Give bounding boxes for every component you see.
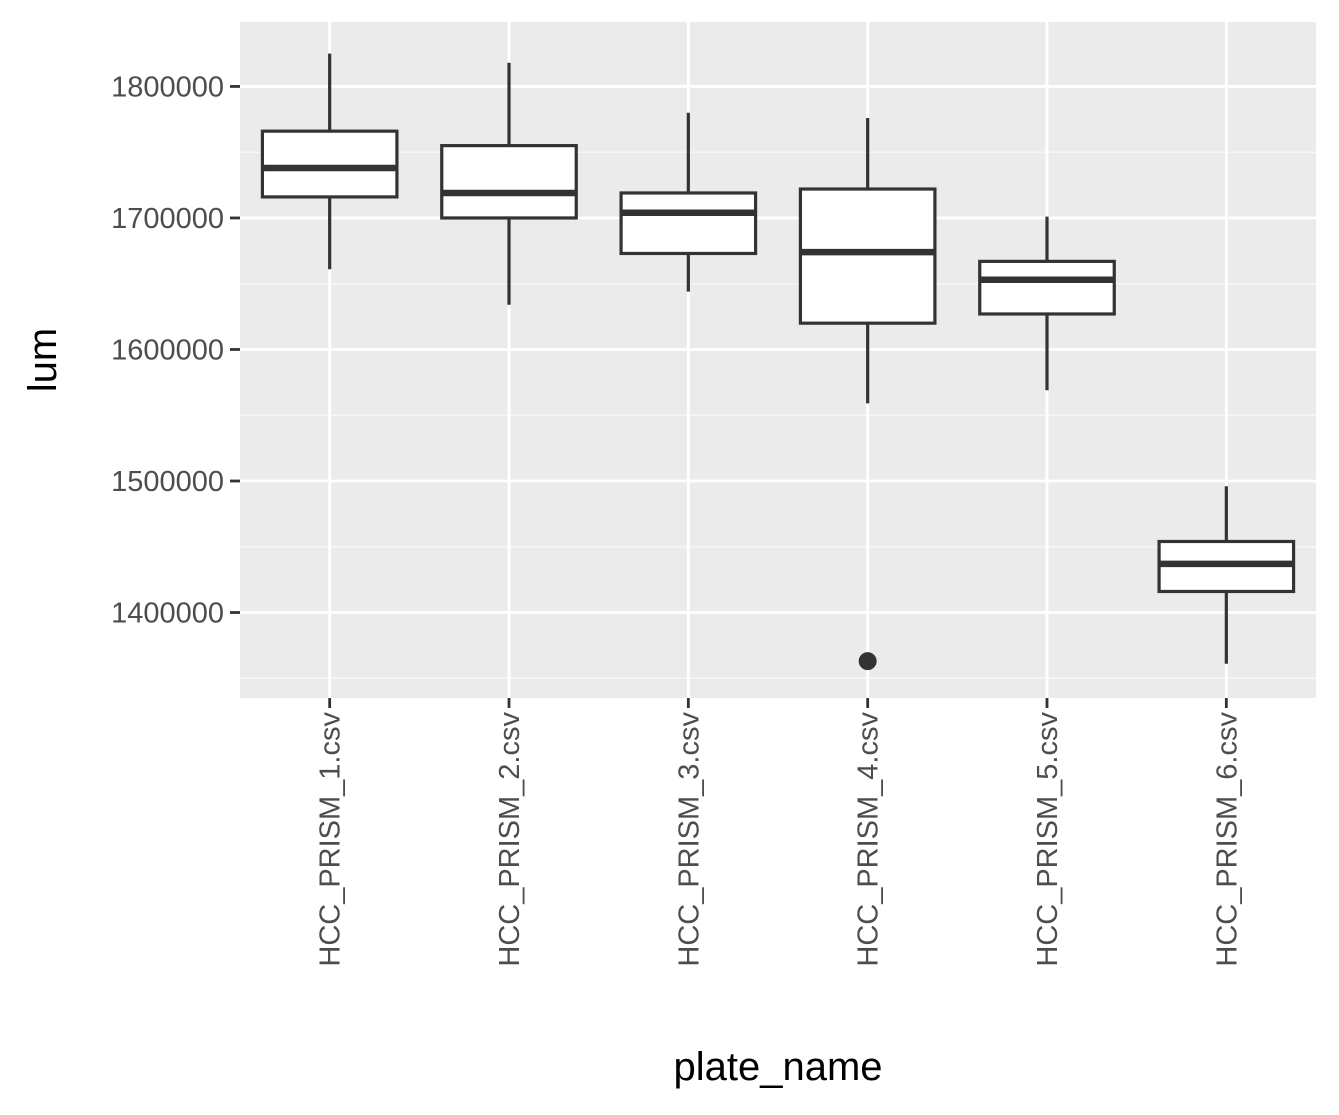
x-tick-label: HCC_PRISM_2.csv bbox=[494, 712, 526, 967]
box-iqr bbox=[260, 129, 399, 199]
box-group bbox=[798, 118, 937, 671]
outlier-point bbox=[858, 652, 877, 671]
y-tick-label: 1700000 bbox=[111, 203, 224, 235]
plot-panel bbox=[240, 22, 1316, 698]
y-axis: 1400000 1500000 1600000 1700000 1800000 bbox=[111, 71, 240, 630]
minor-gridlines bbox=[240, 151, 1316, 679]
box-group bbox=[619, 112, 758, 292]
x-tick-label: HCC_PRISM_1.csv bbox=[315, 712, 347, 967]
y-tick-label: 1500000 bbox=[111, 466, 224, 498]
box-iqr bbox=[619, 191, 758, 256]
x-tick-label: HCC_PRISM_3.csv bbox=[673, 712, 705, 967]
box-iqr bbox=[440, 144, 578, 220]
x-tick-label: HCC_PRISM_6.csv bbox=[1211, 712, 1243, 967]
box-group bbox=[440, 62, 578, 305]
box-iqr bbox=[978, 259, 1116, 316]
box-group bbox=[260, 53, 399, 270]
box-group bbox=[978, 216, 1116, 391]
x-axis: HCC_PRISM_1.csv HCC_PRISM_2.csv HCC_PRISM_… bbox=[315, 698, 1243, 967]
x-tick-label: HCC_PRISM_4.csv bbox=[853, 712, 885, 967]
y-tick-label: 1800000 bbox=[111, 71, 224, 103]
y-tick-label: 1600000 bbox=[111, 334, 224, 366]
x-axis-title: plate_name bbox=[673, 1045, 882, 1089]
box-iqr bbox=[798, 187, 937, 325]
y-axis-title: lum bbox=[21, 328, 65, 392]
box-group bbox=[1157, 486, 1296, 664]
y-tick-label: 1400000 bbox=[111, 598, 224, 630]
x-tick-label: HCC_PRISM_5.csv bbox=[1032, 712, 1064, 967]
boxes bbox=[260, 53, 1296, 671]
